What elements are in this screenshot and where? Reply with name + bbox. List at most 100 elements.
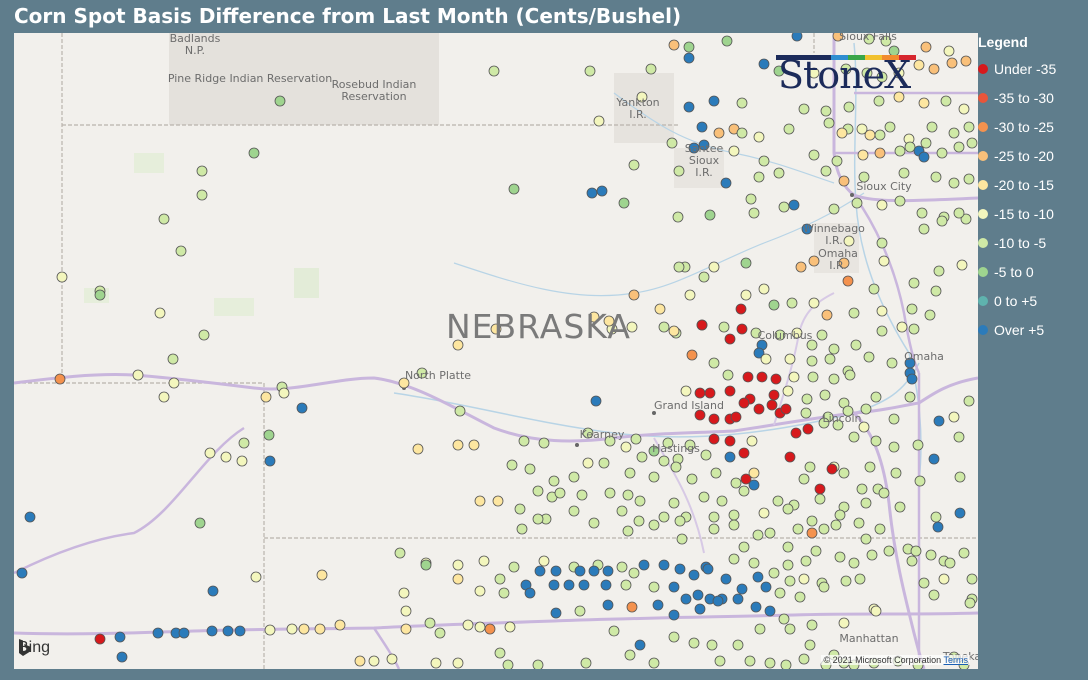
basis-point[interactable] bbox=[958, 547, 970, 559]
basis-point[interactable] bbox=[894, 501, 906, 513]
basis-point[interactable] bbox=[842, 275, 854, 287]
basis-point[interactable] bbox=[674, 515, 686, 527]
basis-point[interactable] bbox=[840, 575, 852, 587]
basis-point[interactable] bbox=[618, 197, 630, 209]
basis-point[interactable] bbox=[616, 561, 628, 573]
basis-point[interactable] bbox=[452, 339, 464, 351]
basis-point[interactable] bbox=[234, 625, 246, 637]
basis-point[interactable] bbox=[94, 633, 106, 645]
basis-point[interactable] bbox=[688, 569, 700, 581]
basis-point[interactable] bbox=[596, 185, 608, 197]
basis-point[interactable] bbox=[773, 65, 785, 77]
legend-item-35-to-30[interactable]: -35 to -30 bbox=[978, 83, 1086, 112]
basis-point[interactable] bbox=[708, 523, 720, 535]
basis-point[interactable] bbox=[808, 149, 820, 161]
basis-point[interactable] bbox=[56, 271, 68, 283]
basis-point[interactable] bbox=[222, 625, 234, 637]
basis-point[interactable] bbox=[782, 385, 794, 397]
basis-point[interactable] bbox=[484, 623, 496, 635]
basis-point[interactable] bbox=[832, 419, 844, 431]
basis-point[interactable] bbox=[652, 599, 664, 611]
basis-point[interactable] bbox=[830, 519, 842, 531]
basis-point[interactable] bbox=[806, 619, 818, 631]
basis-point[interactable] bbox=[708, 433, 720, 445]
basis-point[interactable] bbox=[600, 579, 612, 591]
basis-point[interactable] bbox=[748, 207, 760, 219]
basis-point[interactable] bbox=[966, 573, 978, 585]
basis-point[interactable] bbox=[728, 509, 740, 521]
basis-point[interactable] bbox=[814, 483, 826, 495]
basis-point[interactable] bbox=[721, 35, 733, 47]
basis-point[interactable] bbox=[880, 35, 892, 47]
basis-point[interactable] bbox=[818, 581, 830, 593]
basis-point[interactable] bbox=[784, 575, 796, 587]
basis-point[interactable] bbox=[853, 517, 865, 529]
basis-point[interactable] bbox=[624, 467, 636, 479]
basis-point[interactable] bbox=[938, 573, 950, 585]
basis-point[interactable] bbox=[850, 339, 862, 351]
basis-point[interactable] bbox=[758, 507, 770, 519]
basis-point[interactable] bbox=[742, 371, 754, 383]
basis-point[interactable] bbox=[883, 545, 895, 557]
basis-point[interactable] bbox=[856, 123, 868, 135]
basis-point[interactable] bbox=[943, 45, 955, 57]
basis-point[interactable] bbox=[416, 367, 428, 379]
basis-point[interactable] bbox=[948, 411, 960, 423]
basis-point[interactable] bbox=[386, 653, 398, 665]
basis-point[interactable] bbox=[876, 71, 888, 83]
basis-point[interactable] bbox=[175, 245, 187, 257]
basis-point[interactable] bbox=[783, 123, 795, 135]
basis-point[interactable] bbox=[16, 567, 28, 579]
legend-item-5-to-0[interactable]: -5 to 0 bbox=[978, 257, 1086, 286]
basis-point[interactable] bbox=[946, 57, 958, 69]
basis-point[interactable] bbox=[798, 473, 810, 485]
basis-point[interactable] bbox=[400, 605, 412, 617]
basis-point[interactable] bbox=[700, 449, 712, 461]
basis-point[interactable] bbox=[668, 609, 680, 621]
bing-attribution[interactable]: Bing bbox=[18, 639, 50, 657]
basis-point[interactable] bbox=[626, 601, 638, 613]
basis-point[interactable] bbox=[810, 545, 822, 557]
basis-point[interactable] bbox=[918, 223, 930, 235]
basis-point[interactable] bbox=[758, 155, 770, 167]
basis-point[interactable] bbox=[574, 605, 586, 617]
basis-point[interactable] bbox=[918, 577, 930, 589]
basis-point[interactable] bbox=[782, 541, 794, 553]
basis-point[interactable] bbox=[704, 387, 716, 399]
basis-point[interactable] bbox=[918, 97, 930, 109]
basis-point[interactable] bbox=[668, 631, 680, 643]
basis-point[interactable] bbox=[648, 581, 660, 593]
basis-point[interactable] bbox=[963, 173, 975, 185]
basis-point[interactable] bbox=[412, 443, 424, 455]
basis-point[interactable] bbox=[738, 485, 750, 497]
basis-point[interactable] bbox=[752, 571, 764, 583]
basis-point[interactable] bbox=[620, 441, 632, 453]
basis-point[interactable] bbox=[920, 137, 932, 149]
basis-point[interactable] bbox=[554, 487, 566, 499]
basis-point[interactable] bbox=[694, 409, 706, 421]
basis-point[interactable] bbox=[602, 599, 614, 611]
basis-point[interactable] bbox=[774, 587, 786, 599]
basis-point[interactable] bbox=[590, 395, 602, 407]
basis-point[interactable] bbox=[524, 587, 536, 599]
basis-point[interactable] bbox=[296, 402, 308, 414]
basis-point[interactable] bbox=[704, 209, 716, 221]
basis-point[interactable] bbox=[563, 579, 575, 591]
basis-point[interactable] bbox=[764, 657, 776, 669]
basis-point[interactable] bbox=[953, 207, 965, 219]
basis-point[interactable] bbox=[806, 355, 818, 367]
basis-point[interactable] bbox=[868, 283, 880, 295]
basis-point[interactable] bbox=[963, 121, 975, 133]
basis-point[interactable] bbox=[898, 167, 910, 179]
basis-point[interactable] bbox=[863, 351, 875, 363]
basis-point[interactable] bbox=[861, 67, 873, 79]
basis-point[interactable] bbox=[884, 121, 896, 133]
basis-point[interactable] bbox=[314, 623, 326, 635]
basis-point[interactable] bbox=[424, 617, 436, 629]
basis-point[interactable] bbox=[954, 507, 966, 519]
basis-point[interactable] bbox=[574, 565, 586, 577]
basis-point[interactable] bbox=[452, 573, 464, 585]
basis-point[interactable] bbox=[764, 527, 776, 539]
basis-point[interactable] bbox=[684, 289, 696, 301]
basis-point[interactable] bbox=[354, 655, 366, 667]
